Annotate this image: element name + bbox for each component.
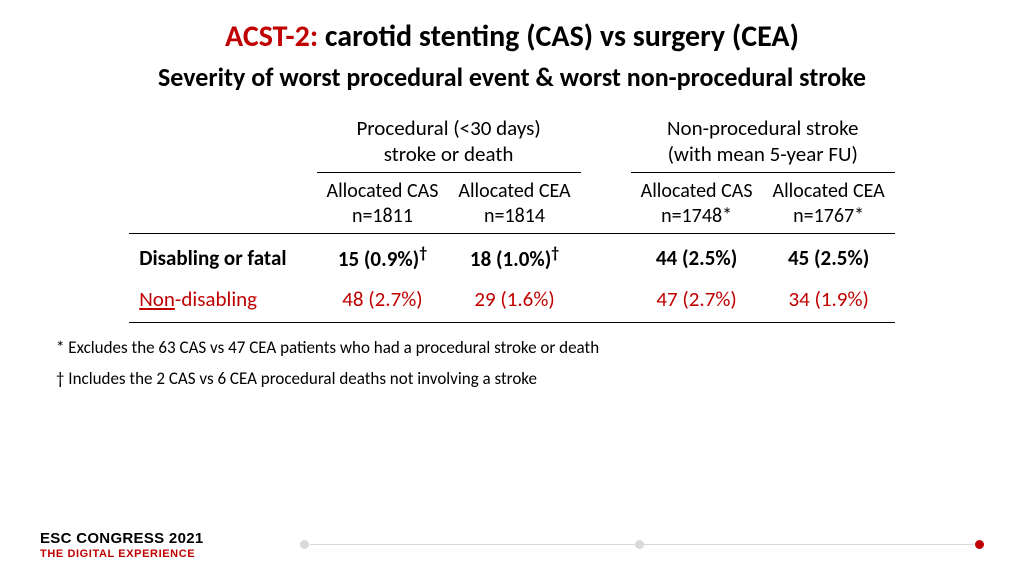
sub-header-row: Allocated CAS n=1811 Allocated CEA n=181… (129, 172, 895, 233)
cell-nondis-non-cea: 34 (1.9%) (763, 276, 895, 323)
row-disabling: Disabling or fatal 15 (0.9%)† 18 (1.0%)†… (129, 233, 895, 276)
subhdr-proc-cas: Allocated CAS n=1811 (317, 172, 449, 233)
progress-dot (975, 540, 984, 549)
progress-dot (300, 540, 309, 549)
slide-footer: ESC CONGRESS 2021 THE DIGITAL EXPERIENCE (40, 530, 984, 560)
subhdr-non-cea: Allocated CEA n=1767* (763, 172, 895, 233)
column-gap (581, 172, 631, 233)
corner-blank (129, 115, 316, 172)
progress-dot (635, 540, 644, 549)
title-rest: carotid stenting (CAS) vs surgery (CEA) (318, 18, 799, 55)
group-header-nonprocedural: Non-procedural stroke (with mean 5-year … (631, 115, 895, 172)
cell-nondis-non-cas: 47 (2.7%) (631, 276, 763, 323)
group-header-row: Procedural (<30 days) stroke or death No… (129, 115, 895, 172)
row-label-disabling: Disabling or fatal (129, 233, 316, 276)
slide: ACST-2: carotid stenting (CAS) vs surger… (0, 0, 1024, 576)
title-accent: ACST-2: (225, 18, 318, 55)
subhdr-proc-cea: Allocated CEA n=1814 (448, 172, 580, 233)
cell-nondis-proc-cas: 48 (2.7%) (317, 276, 449, 323)
footnote-dagger: † Includes the 2 CAS vs 6 CEA procedural… (56, 368, 984, 389)
column-gap (581, 276, 631, 323)
column-gap (581, 233, 631, 276)
footnotes: * Excludes the 63 CAS vs 47 CEA patients… (56, 337, 984, 389)
slide-title: ACST-2: carotid stenting (CAS) vs surger… (40, 18, 984, 55)
row-nondisabling: Non-disabling 48 (2.7%) 29 (1.6%) 47 (2.… (129, 276, 895, 323)
row-label-nondisabling: Non-disabling (129, 276, 316, 323)
slide-subtitle: Severity of worst procedural event & wor… (40, 61, 984, 93)
column-gap (581, 115, 631, 172)
cell-disabling-proc-cas: 15 (0.9%)† (317, 233, 449, 276)
group-header-procedural: Procedural (<30 days) stroke or death (317, 115, 581, 172)
progress-dots (300, 540, 984, 550)
row-label-blank (129, 172, 316, 233)
footnote-asterisk: * Excludes the 63 CAS vs 47 CEA patients… (56, 337, 984, 358)
subhdr-non-cas: Allocated CAS n=1748* (631, 172, 763, 233)
results-table: Procedural (<30 days) stroke or death No… (129, 115, 895, 323)
cell-disabling-non-cas: 44 (2.5%) (631, 233, 763, 276)
cell-disabling-proc-cea: 18 (1.0%)† (448, 233, 580, 276)
cell-nondis-proc-cea: 29 (1.6%) (448, 276, 580, 323)
cell-disabling-non-cea: 45 (2.5%) (763, 233, 895, 276)
